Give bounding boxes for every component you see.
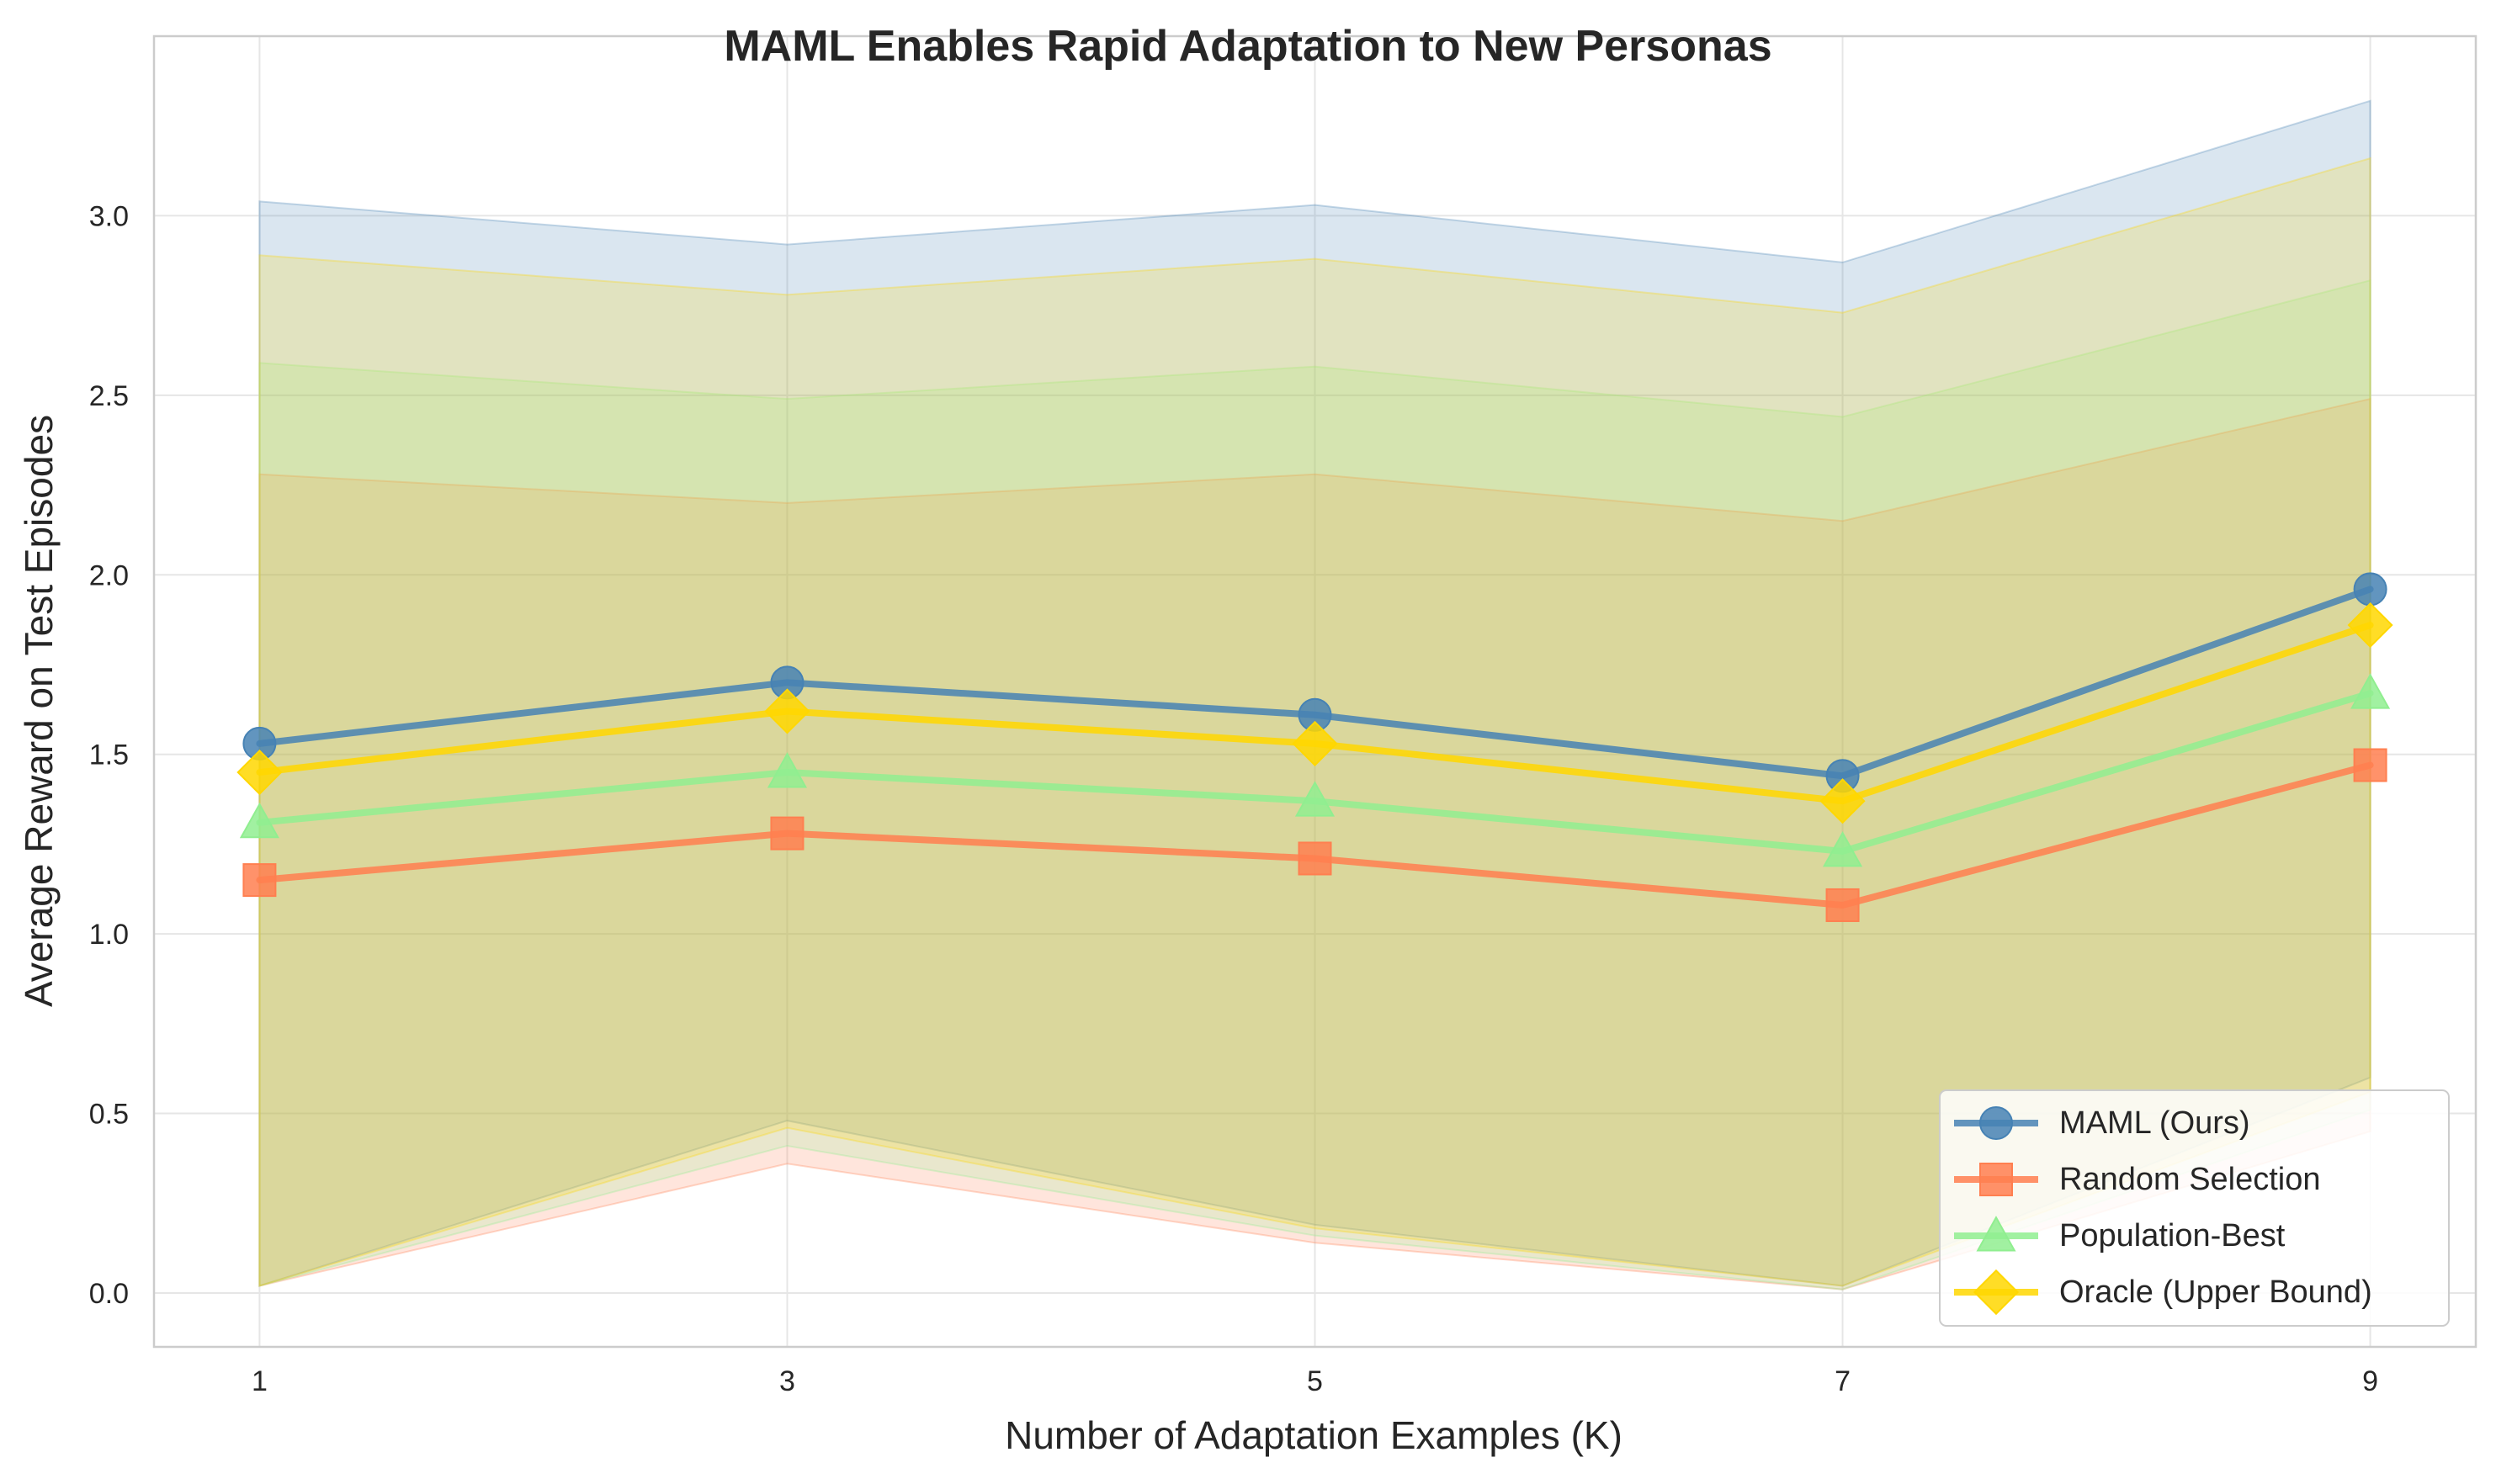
x-tick-label: 5: [1307, 1365, 1323, 1397]
marker-oracle-upper-bound: [236, 749, 283, 796]
y-tick-label: 0.0: [89, 1278, 129, 1310]
marker-random-selection: [770, 816, 805, 851]
x-tick-label: 7: [1835, 1365, 1851, 1397]
marker-random-selection: [2353, 748, 2387, 782]
band-maml-ours: [258, 99, 2371, 1287]
marker-population-best: [239, 802, 279, 839]
plot-frame: [152, 34, 2477, 1349]
y-axis-label: Average Reward on Test Episodes: [17, 415, 61, 1007]
legend-marker-population-best: [1976, 1216, 2016, 1252]
y-tick-label: 3.0: [89, 200, 129, 232]
x-tick-label: 3: [779, 1365, 795, 1397]
marker-population-best: [1822, 831, 1863, 867]
legend-marker-maml-ours: [1979, 1106, 2013, 1140]
marker-population-best: [767, 752, 808, 788]
legend-marker-oracle-upper-bound: [1973, 1269, 2020, 1316]
chart-title: MAML Enables Rapid Adaptation to New Per…: [724, 22, 1771, 71]
marker-random-selection: [1825, 888, 1860, 922]
x-tick-label: 9: [2362, 1365, 2378, 1397]
x-tick-label: 1: [252, 1365, 268, 1397]
marker-maml-ours: [2353, 572, 2387, 607]
series-markers: [236, 572, 2393, 922]
legend-label-population-best: Population-Best: [2059, 1218, 2286, 1253]
marker-oracle-upper-bound: [1292, 720, 1338, 766]
marker-oracle-upper-bound: [1819, 778, 1866, 824]
marker-oracle-upper-bound: [764, 688, 810, 734]
marker-random-selection: [242, 863, 277, 898]
marker-population-best: [2350, 673, 2391, 709]
y-tick-label: 1.5: [89, 739, 129, 771]
y-tick-label: 1.0: [89, 919, 129, 951]
marker-oracle-upper-bound: [2347, 602, 2393, 649]
y-tick-label: 0.5: [89, 1099, 129, 1131]
legend-label-random-selection: Random Selection: [2059, 1162, 2321, 1197]
marker-random-selection: [1298, 841, 1332, 876]
legend-marker-random-selection: [1979, 1163, 2013, 1196]
marker-population-best: [1294, 781, 1336, 817]
y-tick-label: 2.5: [89, 380, 129, 412]
tick-labels: 1 3 5 7 9 0.0 0.5 1.0 1.5 2.0 2.5 3.0: [89, 200, 2378, 1397]
legend-label-oracle: Oracle (Upper Bound): [2059, 1275, 2372, 1310]
x-axis-label: Number of Adaptation Examples (K): [1005, 1413, 1622, 1457]
legend-label-maml: MAML (Ours): [2059, 1105, 2250, 1141]
y-tick-label: 2.0: [89, 559, 129, 591]
legend-box: [1939, 1089, 2450, 1327]
legend: MAML (Ours) Random Selection Population-…: [1939, 1089, 2450, 1327]
